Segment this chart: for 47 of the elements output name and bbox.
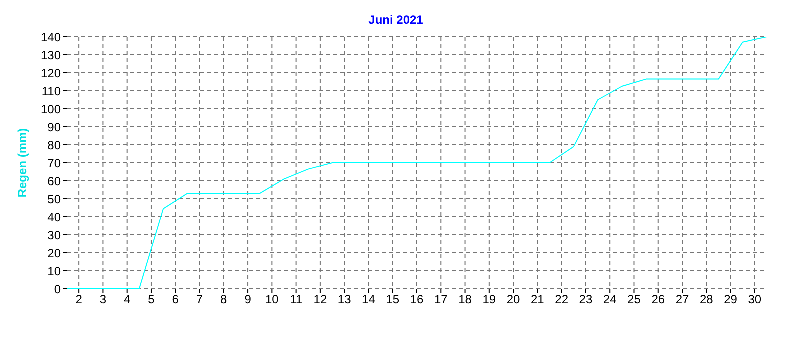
x-tick-label: 6 [172,292,180,307]
line-series [67,37,767,289]
y-tick-label: 110 [42,84,62,98]
x-tick-label: 20 [506,292,521,307]
y-tick-label: 70 [48,156,62,170]
x-tick-label: 24 [603,292,618,307]
x-tick-label: 27 [676,292,690,307]
x-tick-label: 28 [700,292,714,307]
y-tick-label: 50 [48,192,62,206]
y-tick-label: 30 [48,228,62,242]
x-tick-label: 11 [290,292,303,307]
x-tick-label: 25 [628,292,642,307]
x-tick-label: 17 [434,292,448,307]
y-tick-label: 20 [48,246,62,260]
x-tick-label: 22 [555,292,569,307]
x-tick-label: 21 [531,292,545,307]
x-tick-label: 2 [76,292,83,307]
y-tick-label: 0 [54,282,62,296]
chart-title: Juni 2021 [368,13,424,27]
x-tick-label: 5 [148,292,156,307]
x-tick-label: 9 [244,292,252,307]
x-tick-label: 26 [652,292,666,307]
x-tick-label: 3 [100,292,107,307]
x-tick-label: 16 [410,292,424,307]
x-tick-label: 18 [458,292,472,307]
x-tick-label: 19 [482,292,496,307]
y-tick-label: 60 [48,174,62,188]
x-tick-label: 13 [338,292,352,307]
y-tick-label: 100 [40,102,62,116]
y-tick-label: 130 [40,48,62,62]
y-axis-title: Regen (mm) [15,128,30,198]
x-tick-label: 12 [314,292,328,307]
y-tick-label: 90 [48,120,62,134]
x-tick-label: 4 [124,292,131,307]
x-tick-label: 29 [724,292,738,307]
x-tick-label: 8 [220,292,228,307]
x-tick-label: 10 [265,292,280,307]
x-tick-label: 7 [196,292,204,307]
x-tick-label: 14 [362,292,376,307]
y-tick-label: 40 [48,210,62,224]
x-tick-label: 15 [386,292,400,307]
x-tick-label: 23 [579,292,593,307]
y-tick-label: 80 [48,138,62,152]
y-tick-label: 10 [48,264,62,278]
y-tick-label: 140 [40,30,62,44]
y-tick-label: 120 [40,66,62,80]
x-tick-label: 30 [748,292,762,307]
